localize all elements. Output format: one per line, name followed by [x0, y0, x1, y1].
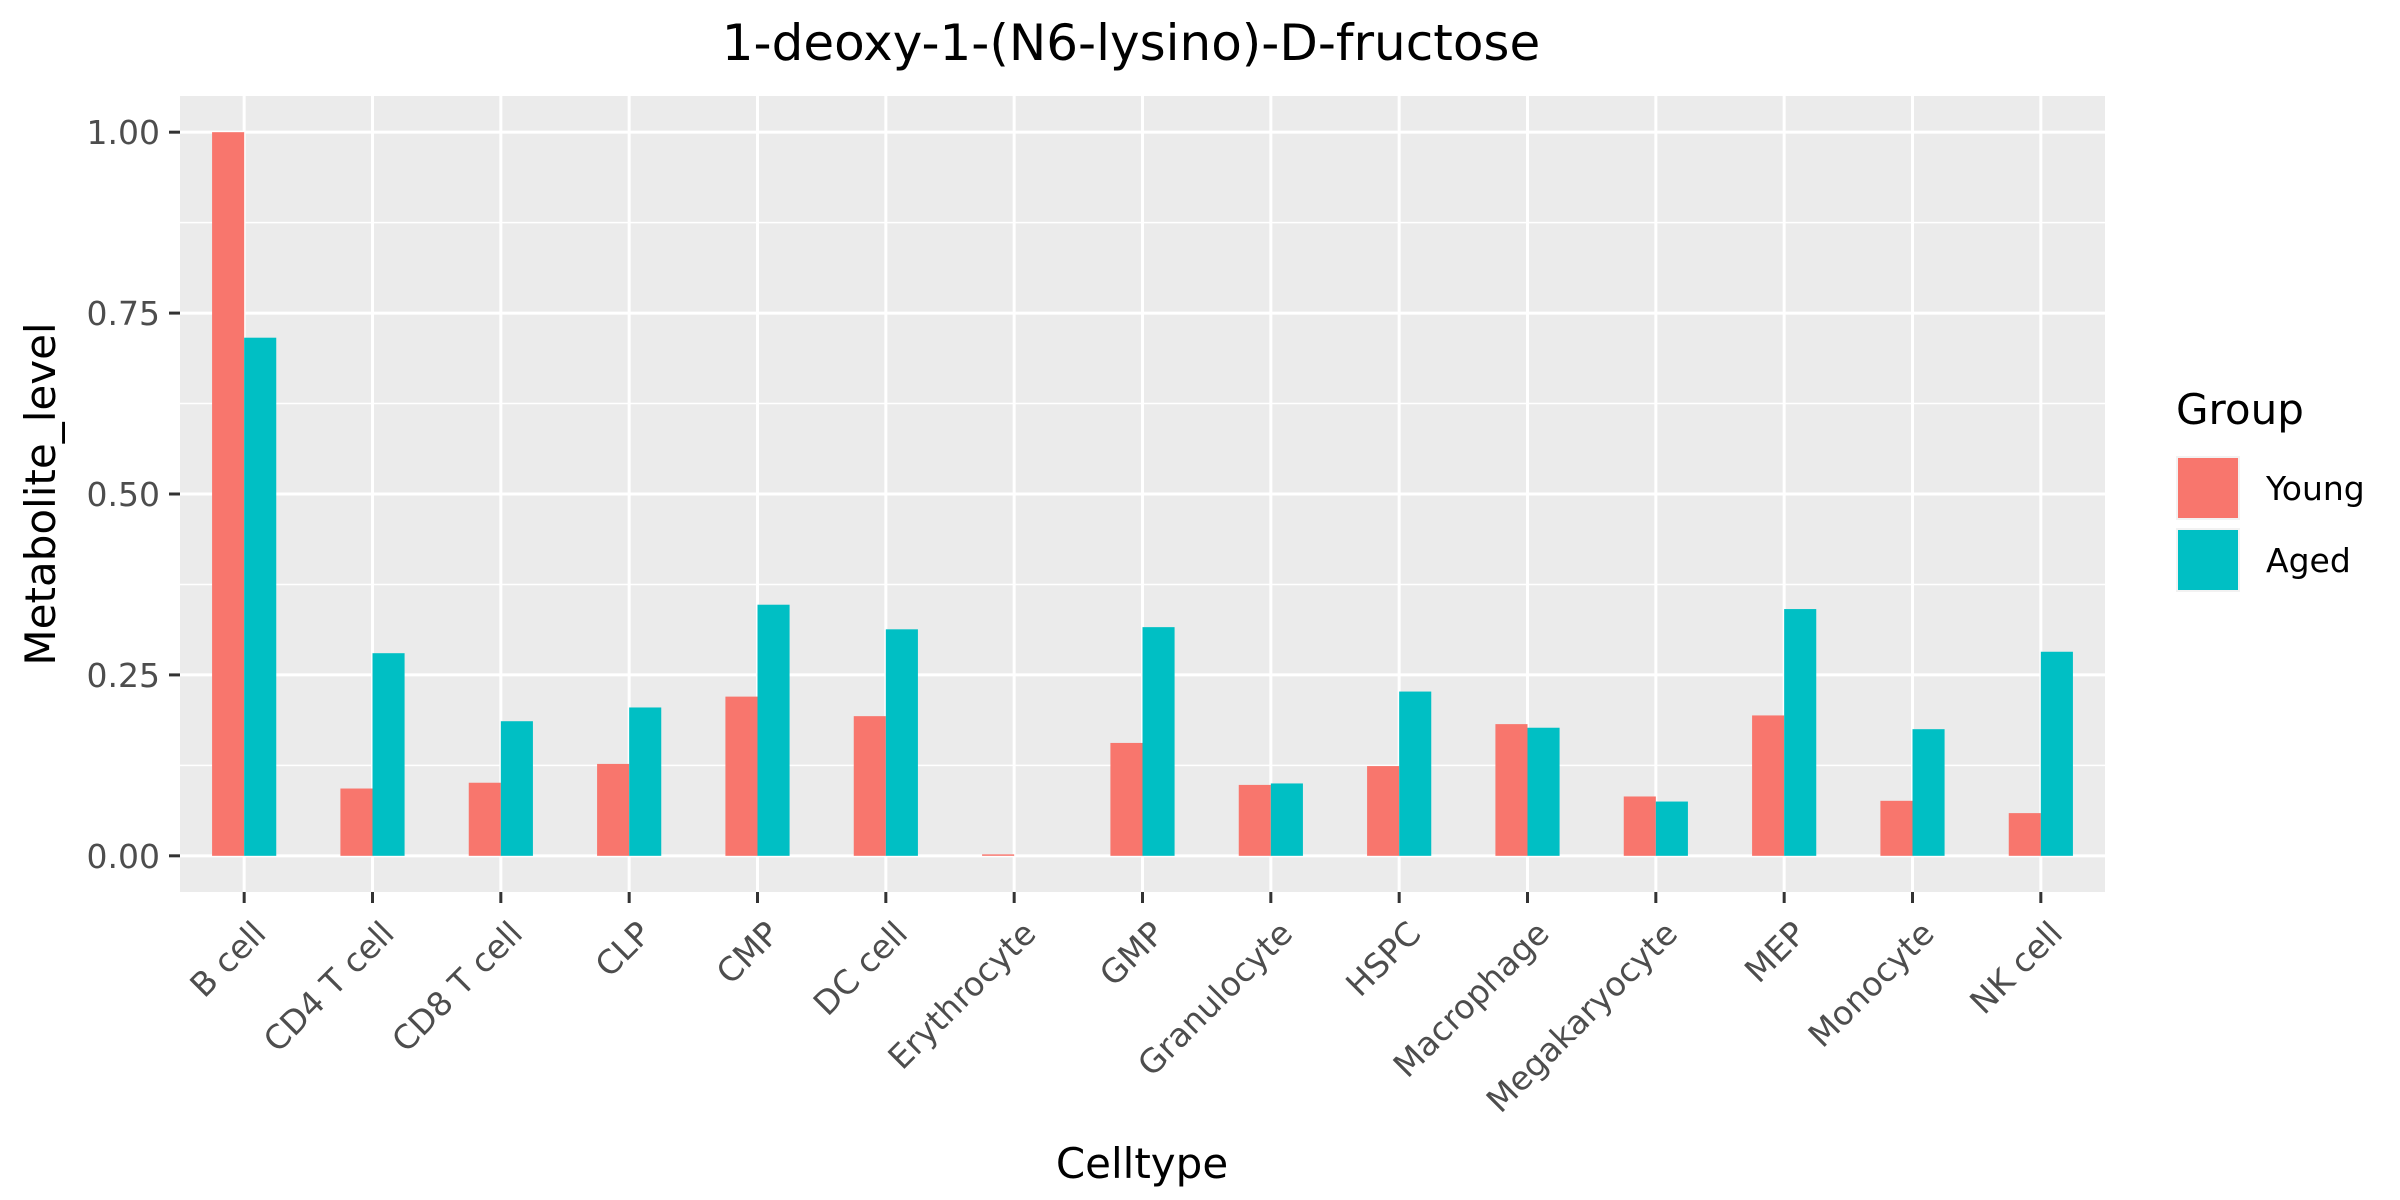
- bar-young-b-cell: [212, 132, 245, 856]
- bar-young-gmp: [1110, 742, 1143, 856]
- x-tick-label: DC cell: [806, 914, 915, 1023]
- legend: Group Young Aged: [2176, 385, 2365, 592]
- bar-aged-mep: [1784, 609, 1817, 856]
- x-tick-label: B cell: [182, 914, 273, 1005]
- bar-aged-hspc: [1399, 691, 1432, 856]
- bar-aged-monocyte: [1912, 729, 1945, 856]
- x-tick-label: CD4 T cell: [256, 914, 402, 1060]
- bar-aged-cd4-t-cell: [372, 653, 405, 856]
- bar-aged-nk-cell: [2040, 651, 2073, 856]
- bar-aged-cmp: [757, 604, 790, 856]
- bar-young-granulocyte: [1238, 784, 1271, 856]
- x-tick-label: HSPC: [1338, 914, 1428, 1004]
- bar-young-cd8-t-cell: [468, 782, 501, 856]
- bar-aged-cd8-t-cell: [500, 721, 533, 856]
- y-axis-title: Metabolite_level: [16, 322, 65, 665]
- bar-young-megakaryocyte: [1623, 796, 1656, 856]
- bar-aged-clp: [629, 707, 662, 856]
- bar-young-hspc: [1367, 766, 1400, 856]
- bar-young-erythrocyte: [982, 854, 1015, 856]
- x-tick-label: Monocyte: [1800, 914, 1941, 1055]
- bar-young-cd4-t-cell: [340, 788, 373, 856]
- y-tick-label: 0.00: [87, 837, 160, 876]
- bar-young-dc-cell: [853, 716, 886, 856]
- bar-young-nk-cell: [2008, 813, 2041, 856]
- y-tick-label: 0.75: [87, 294, 160, 333]
- legend-swatch-aged: [2178, 530, 2238, 590]
- bars: [212, 132, 2073, 856]
- x-tick-label: NK cell: [1962, 914, 2070, 1022]
- bar-young-clp: [597, 763, 630, 856]
- bar-young-mep: [1752, 715, 1785, 856]
- bar-young-cmp: [725, 696, 758, 856]
- bar-aged-megakaryocyte: [1655, 801, 1688, 856]
- x-axis-title: Celltype: [1056, 1139, 1228, 1188]
- bar-aged-b-cell: [244, 337, 277, 856]
- y-tick-label: 1.00: [87, 113, 160, 152]
- x-tick-label: CLP: [587, 914, 658, 985]
- legend-swatch-young: [2178, 458, 2238, 518]
- legend-label-aged: Aged: [2266, 541, 2351, 580]
- legend-label-young: Young: [2265, 469, 2365, 508]
- bar-aged-gmp: [1142, 627, 1175, 856]
- x-tick-label: CMP: [709, 914, 787, 992]
- bar-aged-macrophage: [1527, 727, 1560, 856]
- chart-title: 1-deoxy-1-(N6-lysino)-D-fructose: [722, 14, 1541, 72]
- bar-aged-granulocyte: [1270, 783, 1303, 856]
- y-tick-label: 0.25: [87, 656, 160, 695]
- x-tick-label: CD8 T cell: [384, 914, 530, 1060]
- legend-title: Group: [2176, 385, 2304, 434]
- x-tick-label: GMP: [1092, 914, 1172, 994]
- bar-young-macrophage: [1495, 724, 1528, 856]
- bar-aged-dc-cell: [885, 629, 918, 856]
- bar-young-monocyte: [1880, 800, 1913, 856]
- y-tick-label: 0.50: [87, 475, 160, 514]
- x-tick-label: MEP: [1737, 914, 1814, 991]
